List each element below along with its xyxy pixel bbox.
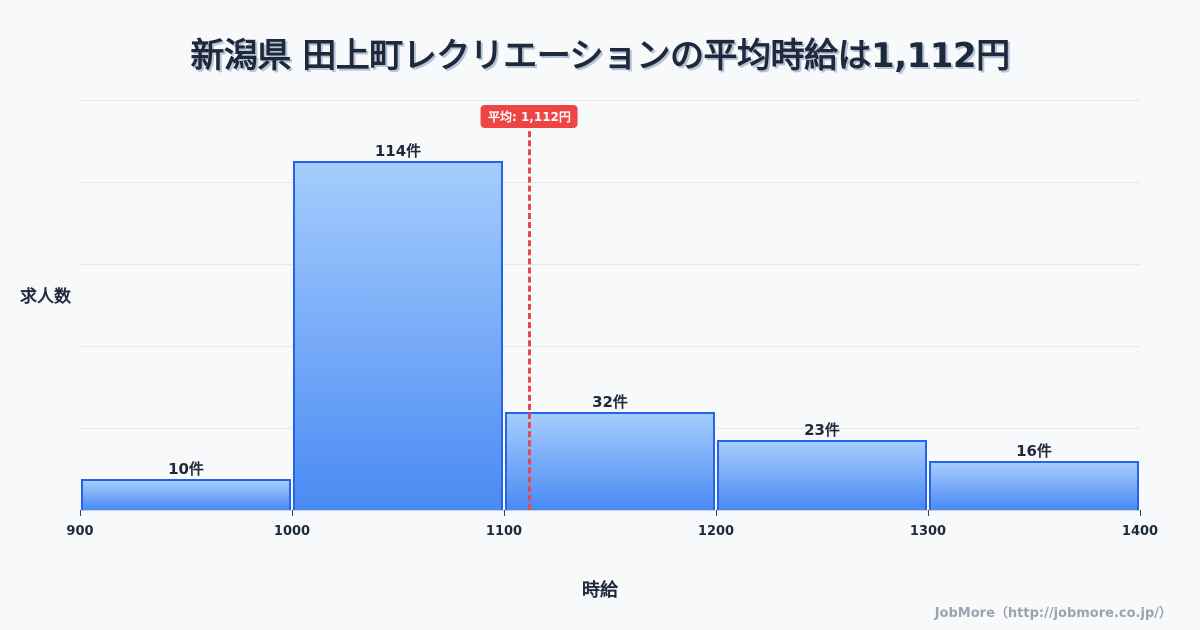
x-tick bbox=[80, 510, 81, 516]
gridline bbox=[80, 264, 1140, 265]
histogram-bar bbox=[81, 479, 291, 510]
x-axis-line bbox=[80, 510, 1140, 511]
x-tick bbox=[716, 510, 717, 516]
credit-text: JobMore（http://jobmore.co.jp/） bbox=[934, 606, 1172, 621]
x-tick bbox=[1140, 510, 1141, 516]
bar-value-label: 10件 bbox=[168, 460, 204, 479]
x-tick-label: 1000 bbox=[273, 524, 311, 539]
gridline bbox=[80, 100, 1140, 101]
x-tick bbox=[292, 510, 293, 516]
plot-area: 10件 114件 32件 23件 16件 900 1000 1100 1200 1300 1400… bbox=[66, 100, 1158, 539]
x-tick bbox=[504, 510, 505, 516]
histogram-bar bbox=[505, 412, 715, 510]
histogram-bar bbox=[717, 439, 927, 510]
y-axis-label: 求人数 bbox=[20, 287, 71, 307]
mean-badge: 平均: 1,112円 bbox=[480, 105, 578, 128]
x-tick-label: 900 bbox=[66, 524, 94, 539]
mean-line bbox=[528, 122, 532, 510]
bar-value-label: 23件 bbox=[804, 420, 840, 439]
bar-value-label: 16件 bbox=[1016, 442, 1052, 461]
bar-value-label: 114件 bbox=[374, 142, 422, 161]
histogram-bar bbox=[293, 161, 503, 510]
gridline bbox=[80, 346, 1140, 347]
x-tick-label: 1100 bbox=[485, 524, 523, 539]
histogram-bar bbox=[929, 461, 1139, 510]
gridline bbox=[80, 182, 1140, 183]
x-tick-label: 1300 bbox=[909, 524, 947, 539]
chart-title: 新潟県 田上町レクリエーションの平均時給は1,112円 bbox=[190, 36, 1010, 76]
x-tick-label: 1400 bbox=[1121, 524, 1159, 539]
x-axis-label: 時給 bbox=[582, 580, 618, 601]
bar-value-label: 32件 bbox=[592, 393, 628, 412]
x-tick bbox=[928, 510, 929, 516]
x-tick-label: 1200 bbox=[697, 524, 735, 539]
